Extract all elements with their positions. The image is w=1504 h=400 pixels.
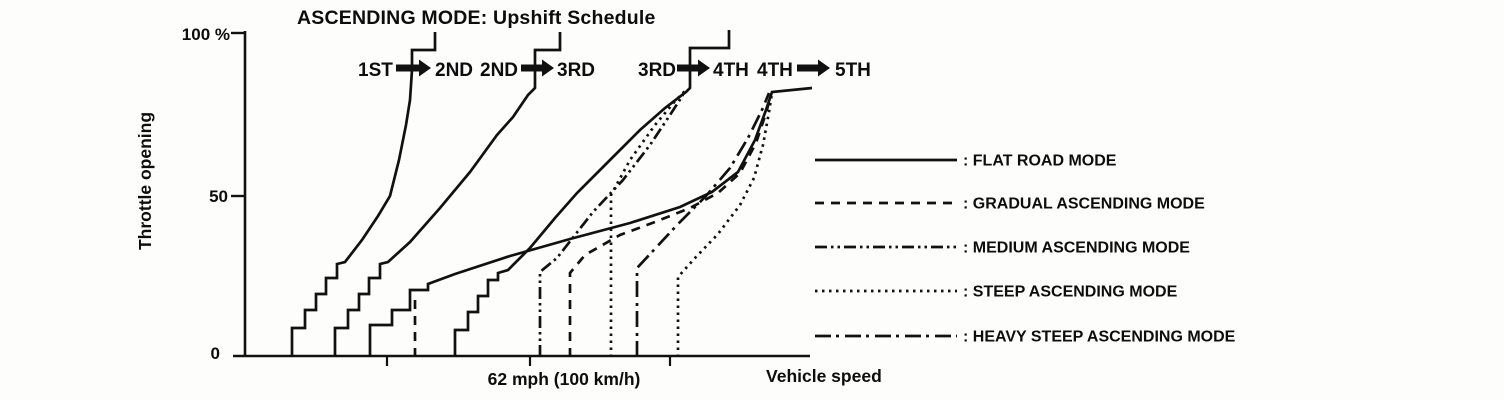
- curve-flat-road-3rd-4th: [453, 30, 731, 356]
- curve-flat-road-1st-2nd: [290, 32, 437, 356]
- gear-label-0: 1ST: [358, 60, 393, 81]
- y-tick-label-0: 0: [211, 344, 220, 363]
- curve-flat-road-4th-5th: [368, 86, 813, 356]
- shift-arrow-icon-3: [797, 59, 830, 77]
- curves-layer: [290, 30, 813, 357]
- shift-arrow-icon-1: [521, 59, 554, 77]
- legend-label-3: : STEEP ASCENDING MODE: [963, 284, 1178, 301]
- legend-label-1: : GRADUAL ASCENDING MODE: [963, 196, 1205, 213]
- axes: [231, 31, 810, 358]
- legend-label-0: : FLAT ROAD MODE: [963, 153, 1117, 170]
- curve-steep-4th-5th: [676, 92, 774, 357]
- gear-label-7: 5TH: [835, 60, 871, 81]
- curve-flat-road-2nd-3rd: [333, 32, 562, 356]
- legend-label-2: : MEDIUM ASCENDING MODE: [963, 240, 1190, 257]
- x-ticks: [385, 356, 672, 366]
- gear-label-4: 3RD: [638, 60, 676, 81]
- gear-shift-labels-layer: 1ST 2ND 2ND 3RD 3RD 4TH 4TH 5TH: [358, 59, 871, 81]
- legend-label-4: : HEAVY STEEP ASCENDING MODE: [963, 329, 1236, 346]
- curve-gradual-4th-5th: [568, 94, 773, 357]
- shift-arrow-icon-0: [396, 59, 431, 77]
- x-tick-label: 62 mph (100 km/h): [488, 369, 641, 389]
- gear-label-5: 4TH: [713, 60, 749, 81]
- y-axis-label: Throttle opening: [135, 112, 155, 250]
- y-tick-label-100: 100 %: [182, 25, 230, 44]
- y-tick-label-50: 50: [209, 187, 228, 206]
- curve-heavy-steep-4th-5th: [635, 92, 771, 357]
- x-axis-label: Vehicle speed: [766, 366, 882, 386]
- shift-arrow-icon-2: [677, 59, 710, 77]
- gear-label-3: 3RD: [557, 60, 595, 81]
- gear-label-1: 2ND: [435, 60, 473, 81]
- chart-title: ASCENDING MODE: Upshift Schedule: [297, 7, 656, 29]
- gear-label-2: 2ND: [480, 60, 518, 81]
- curve-medium-3rd-4th: [538, 94, 685, 357]
- curve-steep-3rd-4th: [609, 90, 686, 357]
- legend: : FLAT ROAD MODE : GRADUAL ASCENDING MODE…: [815, 153, 1236, 346]
- gear-label-6: 4TH: [757, 60, 793, 81]
